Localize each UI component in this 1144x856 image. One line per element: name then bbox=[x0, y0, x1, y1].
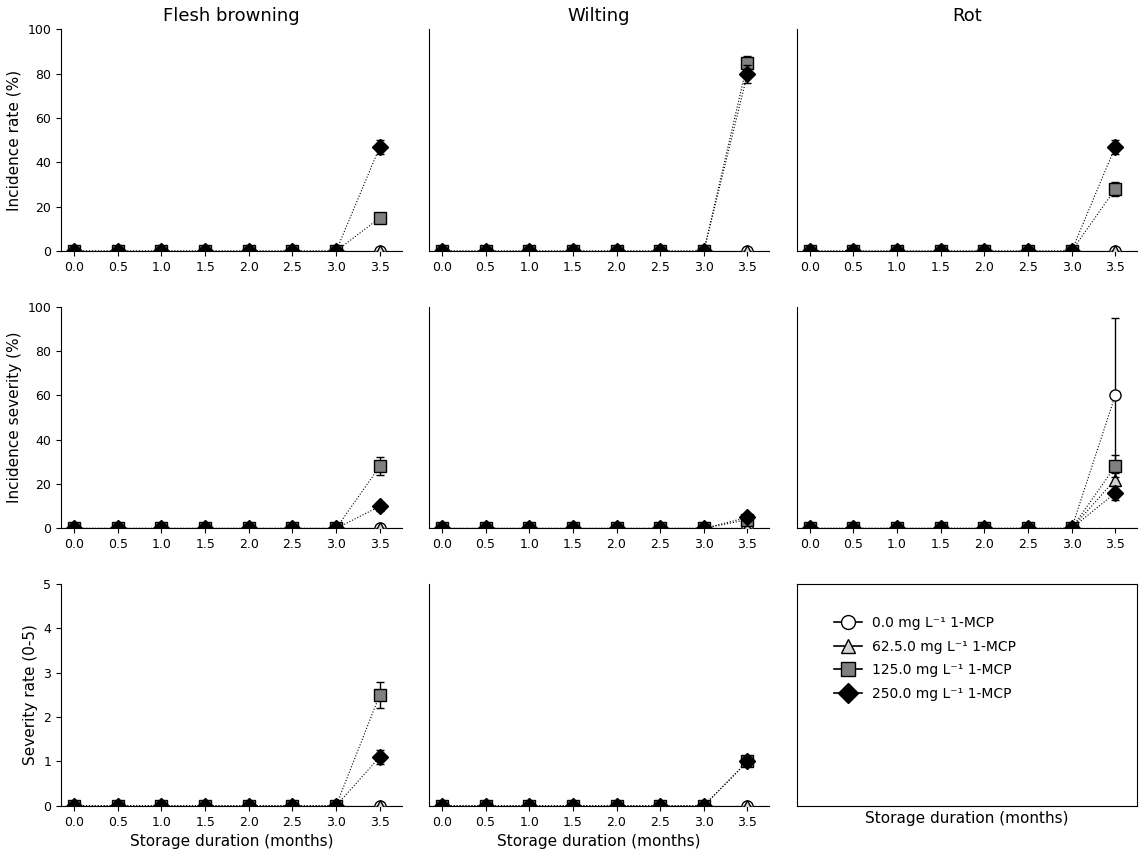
X-axis label: Storage duration (months): Storage duration (months) bbox=[129, 834, 333, 849]
Y-axis label: Incidence severity (%): Incidence severity (%) bbox=[7, 332, 22, 503]
Title: Wilting: Wilting bbox=[567, 7, 630, 25]
Title: Flesh browning: Flesh browning bbox=[164, 7, 300, 25]
Legend: 0.0 mg L⁻¹ 1-MCP, 62.5.0 mg L⁻¹ 1-MCP, 125.0 mg L⁻¹ 1-MCP, 250.0 mg L⁻¹ 1-MCP: 0.0 mg L⁻¹ 1-MCP, 62.5.0 mg L⁻¹ 1-MCP, 1… bbox=[820, 602, 1030, 715]
Title: Rot: Rot bbox=[952, 7, 982, 25]
X-axis label: Storage duration (months): Storage duration (months) bbox=[498, 834, 701, 849]
Y-axis label: Incidence rate (%): Incidence rate (%) bbox=[7, 69, 22, 211]
Y-axis label: Severity rate (0-5): Severity rate (0-5) bbox=[23, 624, 38, 765]
X-axis label: Storage duration (months): Storage duration (months) bbox=[865, 811, 1068, 826]
